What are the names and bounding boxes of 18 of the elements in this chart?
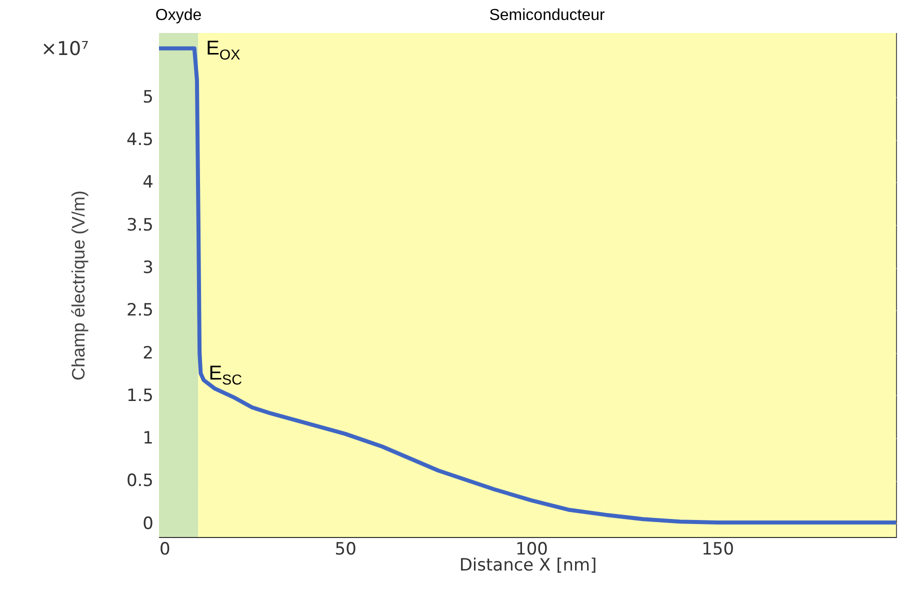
y-tick-label: 4 xyxy=(142,172,154,193)
y-tick-label: 1 xyxy=(142,428,154,449)
y-tick-label: 2 xyxy=(142,343,154,364)
x-tick-label: 150 xyxy=(702,540,734,560)
y-tick-label: 3 xyxy=(142,258,154,278)
y-tick-label: 4.5 xyxy=(126,130,154,150)
x-tick-label: 50 xyxy=(334,540,356,560)
y-tick-label: 3.5 xyxy=(126,215,154,236)
y-axis-title: Champ électrique (V/m) xyxy=(68,190,88,381)
y-tick-label: 0 xyxy=(142,514,154,534)
text: ×10⁷ xyxy=(41,38,89,60)
x-tick-label: 0 xyxy=(160,540,170,560)
y-tick-label: 2.5 xyxy=(126,300,154,321)
y-tick-label: 0.5 xyxy=(126,471,154,492)
band-label: Semiconducteur xyxy=(489,7,606,24)
band-label: Oxyde xyxy=(155,7,202,24)
y-tick-label: 1.5 xyxy=(126,386,154,406)
y-tick-label: 5 xyxy=(142,87,154,108)
